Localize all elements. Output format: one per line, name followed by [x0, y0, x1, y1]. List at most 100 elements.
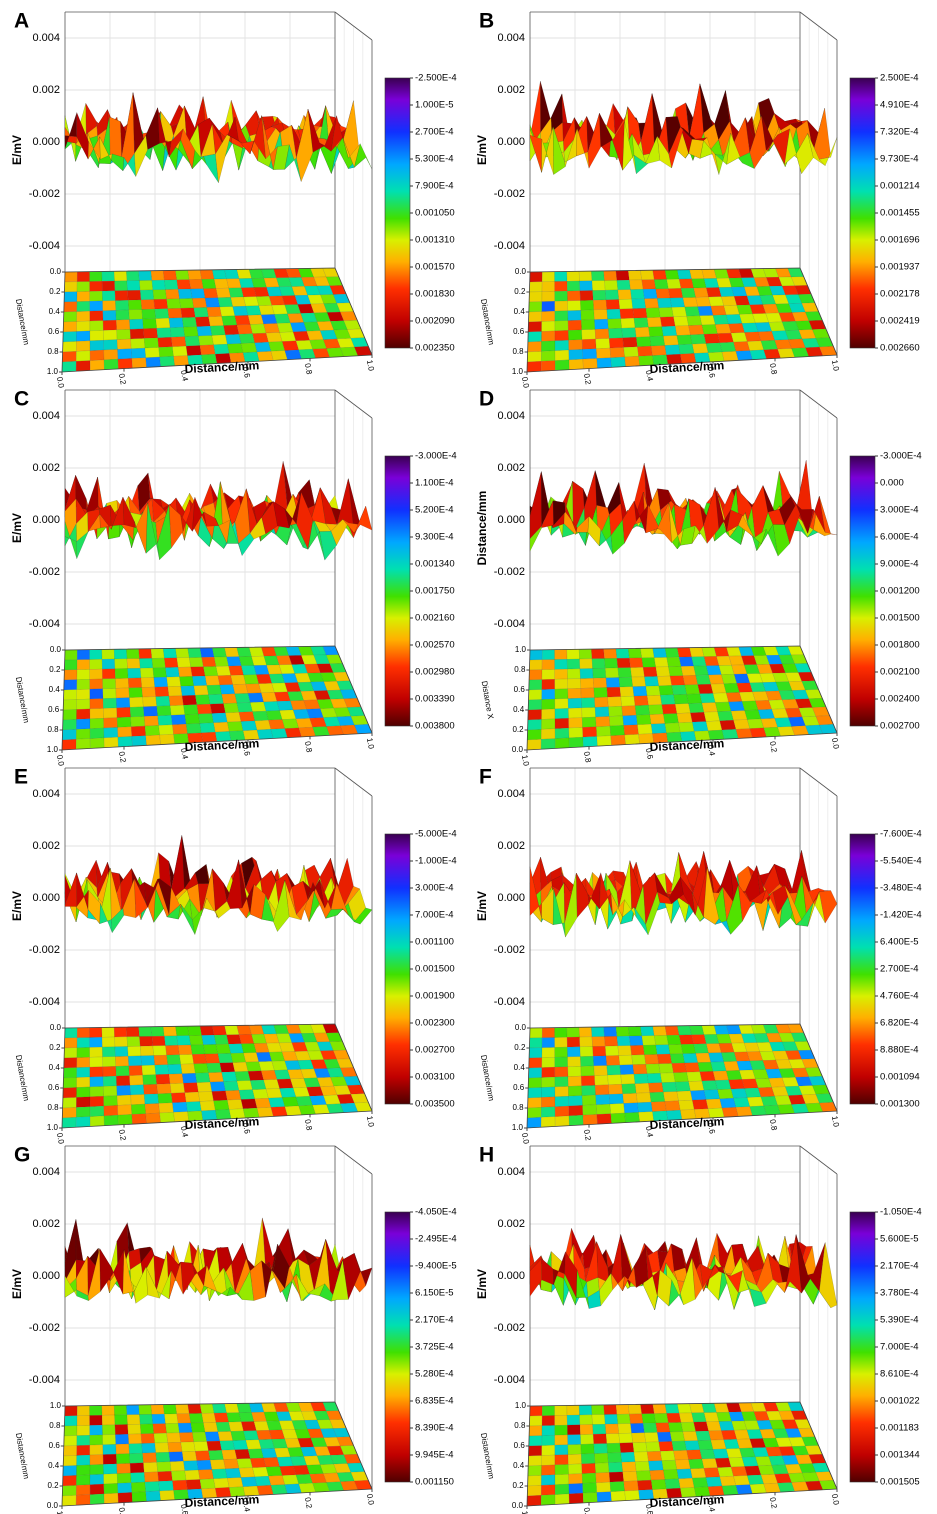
floor-cell	[668, 1044, 683, 1054]
floor-cell	[581, 310, 595, 320]
floor-cell	[181, 1064, 196, 1074]
floor-cell	[218, 1431, 233, 1441]
z-tick-label: 0.004	[32, 410, 60, 422]
floor-cell	[635, 1083, 650, 1093]
floor-cell	[670, 676, 685, 686]
colorbar-label: -5.540E-4	[880, 856, 922, 867]
z-axis-label: E/mV	[475, 135, 489, 165]
x-tick-label: 0.8	[768, 1119, 779, 1132]
floor-cell	[102, 281, 115, 291]
floor-cell	[527, 739, 541, 750]
floor-cell	[623, 715, 638, 725]
colorbar-label: 4.760E-4	[880, 991, 919, 1002]
floor-cell	[64, 292, 77, 302]
floor-cell	[648, 327, 663, 337]
x-tick-label: 0.2	[117, 751, 128, 764]
floor-cell	[198, 713, 213, 723]
floor-cell	[116, 1076, 130, 1086]
floor-cell	[165, 667, 179, 677]
floor-cell	[665, 1404, 679, 1414]
floor-cell	[189, 1413, 203, 1423]
floor-cell	[718, 711, 734, 721]
colorbar-label: 0.001022	[880, 1396, 920, 1407]
panel-letter: E	[14, 766, 28, 789]
floor-cell	[677, 648, 691, 657]
floor-cell	[579, 649, 592, 659]
floor-cell	[679, 722, 695, 732]
floor-cell	[246, 306, 261, 316]
floor-cell	[128, 1424, 141, 1434]
floor-cell	[622, 1084, 637, 1094]
floor-cell	[542, 301, 555, 311]
floor-cell	[668, 288, 683, 298]
floor-cell	[90, 1435, 103, 1445]
floor-cell	[646, 1064, 661, 1074]
floor-cell	[130, 1085, 144, 1095]
floor-cell	[143, 328, 157, 338]
floor-cell	[218, 675, 233, 685]
floor-cell	[670, 1054, 685, 1064]
floor-cell	[580, 659, 593, 669]
floor-cell	[622, 706, 637, 716]
floor-cell	[674, 316, 689, 326]
floor-cell	[241, 288, 256, 297]
floor-cell	[530, 272, 543, 282]
floor-cell	[167, 1055, 181, 1065]
floor-cell	[541, 331, 555, 341]
floor-cell	[636, 1093, 651, 1103]
floor-cell	[542, 1455, 555, 1465]
floor-cell	[77, 1445, 90, 1455]
floor-cell	[636, 337, 651, 347]
floor-cell	[202, 1413, 216, 1423]
floor-cell	[683, 297, 698, 307]
panel-letter: H	[479, 1144, 494, 1167]
floor-cell	[606, 299, 620, 309]
y-tick-label: 0.2	[514, 287, 526, 296]
floor-cell	[604, 658, 617, 668]
floor-cell	[77, 1047, 90, 1057]
floor-cell	[580, 1037, 593, 1047]
floor-cell	[529, 282, 542, 292]
floor-cell	[210, 704, 225, 714]
floor-cell	[143, 319, 157, 329]
floor-cell	[583, 727, 597, 737]
floor-cell	[644, 298, 658, 308]
floor-cell	[127, 281, 140, 291]
floor-cell	[555, 718, 569, 728]
floor-cell	[146, 357, 161, 367]
floor-cell	[685, 307, 700, 317]
colorbar-label: 9.945E-4	[415, 1450, 454, 1461]
floor-cell	[90, 291, 103, 301]
floor-cell	[90, 330, 104, 340]
floor-cell	[624, 725, 639, 735]
floor-cell	[77, 1406, 89, 1416]
floor-cell	[529, 1436, 542, 1446]
floor-cell	[555, 689, 568, 699]
floor-cell	[542, 1057, 555, 1067]
floor-cell	[555, 301, 568, 311]
floor-cell	[722, 1485, 738, 1495]
floor-cell	[269, 1476, 285, 1486]
floor-cell	[90, 1464, 104, 1474]
floor-cell	[541, 1485, 555, 1496]
floor-cell	[555, 311, 568, 321]
floor-cell	[630, 667, 644, 677]
floor-cell	[139, 1414, 152, 1424]
floor-cell	[660, 1073, 675, 1083]
floor-cell	[542, 291, 555, 301]
floor-cell	[555, 1464, 569, 1474]
floor-cell	[246, 1440, 261, 1450]
floor-cell	[580, 291, 593, 301]
floor-cell	[670, 298, 685, 308]
floor-cell	[704, 712, 720, 722]
floor-cell	[181, 686, 196, 696]
floor-cell	[241, 721, 257, 731]
floor-cell	[167, 299, 181, 309]
floor-cell	[700, 1449, 715, 1459]
colorbar-label: 0.003100	[415, 1072, 455, 1083]
floor-cell	[209, 316, 224, 326]
floor-cell	[527, 1485, 541, 1496]
floor-cell	[709, 297, 724, 307]
floor-cell	[257, 729, 273, 739]
